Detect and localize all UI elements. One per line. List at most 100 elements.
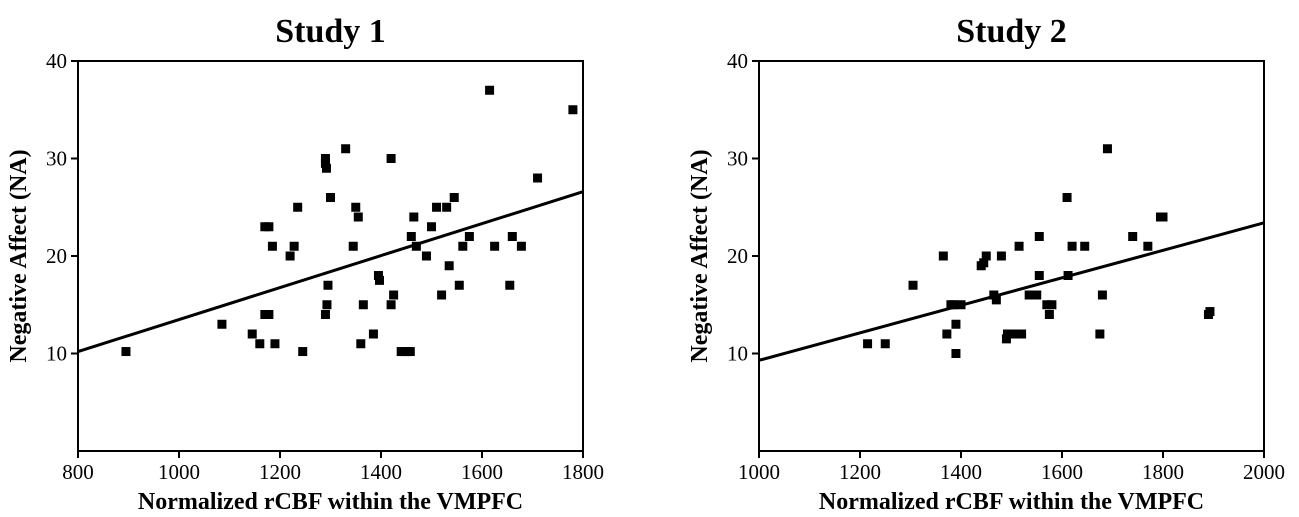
study-1-data-point (507, 232, 517, 241)
study-1-data-point (264, 310, 274, 319)
study-1-data-point (464, 232, 474, 241)
study-2-data-point (880, 339, 890, 349)
study-1-data-point (358, 300, 368, 310)
study-1-data-point (267, 241, 277, 251)
study-1-data-point (421, 251, 431, 261)
study-1-data-point (406, 232, 416, 241)
study-2-data-point (1067, 241, 1077, 251)
study-2-y-tick-label: 20 (727, 244, 748, 268)
study-1-data-point (326, 193, 335, 202)
study-2-data-point (1095, 329, 1105, 339)
study-1-data-point (386, 154, 396, 163)
study-1-data-point (533, 173, 543, 183)
study-1-data-point (289, 241, 299, 251)
study-1-data-point (458, 241, 468, 251)
study-1-data-point (368, 329, 378, 339)
study-1-title: Study 1 (275, 13, 386, 50)
study-2-data-point (951, 319, 961, 329)
study-2-data-point (948, 300, 958, 310)
study-1-data-point (405, 347, 415, 357)
study-2-data-point (1034, 271, 1044, 280)
study-2-data-point (1044, 310, 1054, 319)
study-2-data-point (908, 280, 918, 290)
study-1-data-point (351, 202, 361, 212)
study-2-x-tick-label: 1000 (738, 460, 780, 484)
study-2-data-point (981, 251, 991, 261)
study-1-data-point (217, 319, 227, 329)
study-1-x-tick-label: 1800 (562, 460, 604, 484)
study-1-data-point (264, 222, 274, 232)
study-2-y-tick-label: 40 (727, 49, 748, 73)
study-1-y-tick-label: 40 (46, 49, 67, 73)
study-1-data-point (298, 347, 308, 357)
study-2-title: Study 2 (956, 13, 1067, 50)
study-2-data-point (1032, 290, 1042, 300)
study-1-x-tick-label: 1600 (461, 460, 503, 484)
study-1-regression-line (77, 190, 584, 353)
study-2-y-axis-label: Negative Affect (NA) (687, 149, 713, 362)
study-2-data-point (1017, 329, 1027, 339)
study-1-data-point (389, 290, 399, 300)
study-2-chart: Study 2 1000 1200 1400 1600 1800 2000 10 20 30 40 N… (687, 13, 1285, 515)
study-1-data-point (320, 310, 330, 319)
study-2-data-point (991, 295, 1001, 305)
study-2-data-point (979, 258, 989, 268)
study-1-data-point (374, 275, 384, 285)
study-1-data-point (437, 290, 447, 300)
study-2-y-tick-label: 30 (727, 147, 748, 171)
study-2-data-point (863, 339, 873, 349)
study-2-data-point (1097, 290, 1107, 300)
study-1-plot-frame (77, 60, 584, 452)
study-2-x-tick-label: 1400 (940, 460, 982, 484)
study-2-data-point (1205, 307, 1215, 317)
study-1-data-point (320, 158, 330, 168)
study-1-data-point (568, 105, 578, 115)
study-1-data-point (270, 339, 280, 349)
study-2-data-point (1009, 329, 1019, 339)
study-1-data-point (320, 154, 330, 163)
study-2-data-point (1062, 193, 1072, 202)
study-2-data-point (1128, 232, 1138, 241)
study-1-data-point (409, 212, 419, 222)
study-1-x-tick-label: 1400 (360, 460, 402, 484)
study-1-x-tick-label: 1200 (259, 460, 301, 484)
study-1-y-tick-label: 20 (46, 244, 67, 268)
study-1-y-axis-label: Negative Affect (NA) (6, 149, 32, 362)
study-1-x-tick-label: 1000 (158, 460, 200, 484)
study-2-data-point (1047, 300, 1057, 310)
study-1-data-point (449, 193, 459, 202)
study-1-data-point (427, 222, 436, 232)
study-2-x-tick-label: 1200 (839, 460, 881, 484)
study-1-x-axis-label: Normalized rCBF within the VMPFC (138, 489, 523, 515)
study-1-data-point (444, 261, 454, 271)
study-2-data-point (996, 251, 1006, 261)
study-1-data-point (454, 280, 464, 290)
study-1-data-point (348, 241, 358, 251)
study-1-y-tick-label: 10 (46, 342, 67, 366)
study-2-data-point (956, 300, 966, 310)
study-2-data-point (1024, 290, 1034, 300)
study-2-plot-frame (758, 60, 1265, 452)
study-2-data-point (1158, 212, 1168, 222)
study-2-regression-line (758, 221, 1265, 362)
study-1-y-tick-label: 30 (46, 147, 67, 171)
study-1-data-point (490, 241, 500, 251)
study-1-data-point (396, 347, 406, 357)
study-1-data-point (442, 202, 452, 212)
study-2-data-point (989, 290, 999, 300)
study-1-data-point (247, 329, 257, 339)
study-1-data-point (373, 271, 383, 280)
study-2-x-tick-label: 2000 (1243, 460, 1285, 484)
study-1-data-point (505, 280, 515, 290)
study-1-data-point (386, 300, 396, 310)
study-1-data-point (321, 163, 331, 173)
study-2-data-point (1002, 329, 1012, 339)
study-2-x-axis-label: Normalized rCBF within the VMPFC (819, 489, 1204, 515)
study-1-data-point (121, 347, 131, 357)
study-2-data-point (1143, 241, 1153, 251)
study-1-data-point (432, 202, 442, 212)
study-2-data-point (938, 251, 948, 261)
study-2-data-point (1042, 300, 1052, 310)
study-1-data-point (293, 202, 303, 212)
